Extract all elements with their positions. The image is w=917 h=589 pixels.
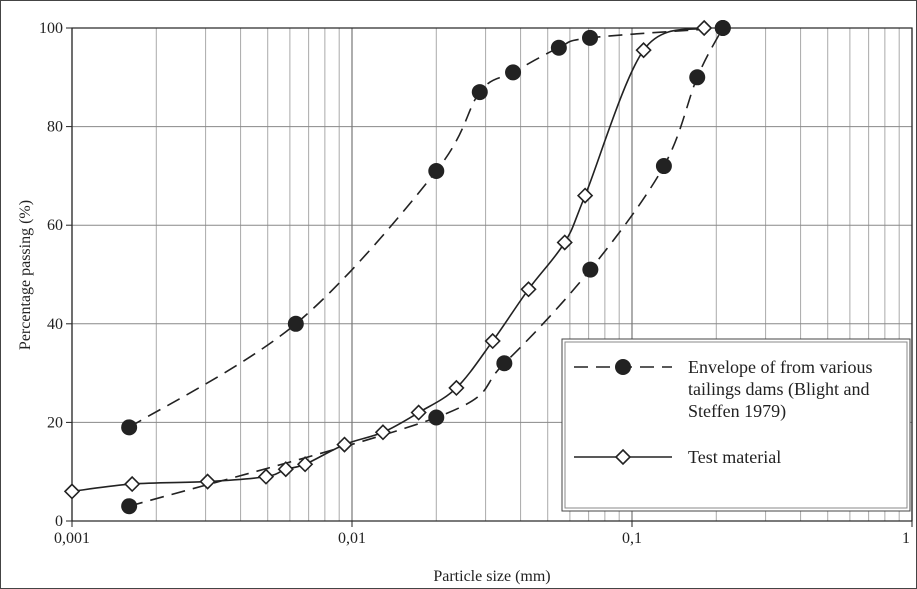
y-axis-label: Percentage passing (%) xyxy=(17,200,34,350)
point xyxy=(63,483,81,500)
point xyxy=(471,84,488,101)
x-tick-label: 0,001 xyxy=(54,530,90,547)
point xyxy=(714,20,731,36)
point xyxy=(484,332,501,350)
point xyxy=(277,461,294,478)
x-axis-label: Particle size (mm) xyxy=(433,568,550,585)
point xyxy=(410,404,427,421)
point xyxy=(428,409,445,426)
point xyxy=(336,436,353,453)
y-tick-label: 100 xyxy=(39,20,63,37)
x-tick-label: 1 xyxy=(902,530,910,547)
point xyxy=(556,234,573,251)
x-tick-label: 0,01 xyxy=(338,530,366,547)
legend-label: Test material xyxy=(688,447,782,467)
point xyxy=(428,162,445,179)
legend-box-inner xyxy=(564,341,908,509)
point xyxy=(550,39,567,56)
y-tick-label: 0 xyxy=(55,513,63,530)
legend-marker xyxy=(615,359,631,375)
point xyxy=(689,69,706,86)
point xyxy=(199,473,216,490)
legend-label: Envelope of from various tailings dams (… xyxy=(688,357,873,421)
point xyxy=(287,315,304,332)
x-tick-label: 0,1 xyxy=(622,530,642,547)
point xyxy=(124,475,141,493)
point xyxy=(121,498,138,515)
point xyxy=(576,187,594,204)
y-tick-label: 20 xyxy=(47,414,63,431)
legend xyxy=(561,338,911,512)
plot-frame xyxy=(71,27,913,522)
point xyxy=(374,424,392,441)
point xyxy=(582,29,599,46)
point xyxy=(121,419,138,436)
point xyxy=(582,261,599,278)
point xyxy=(655,158,672,175)
point xyxy=(635,42,652,59)
series-line xyxy=(128,27,724,507)
y-tick-label: 40 xyxy=(47,316,63,333)
point xyxy=(496,355,513,372)
y-tick-label: 80 xyxy=(47,119,63,136)
y-tick-label: 60 xyxy=(47,217,63,234)
point xyxy=(505,64,522,81)
point xyxy=(520,281,537,298)
point xyxy=(257,468,275,485)
point xyxy=(696,19,713,37)
legend-marker xyxy=(614,448,632,466)
point xyxy=(296,456,314,473)
point xyxy=(448,379,465,397)
